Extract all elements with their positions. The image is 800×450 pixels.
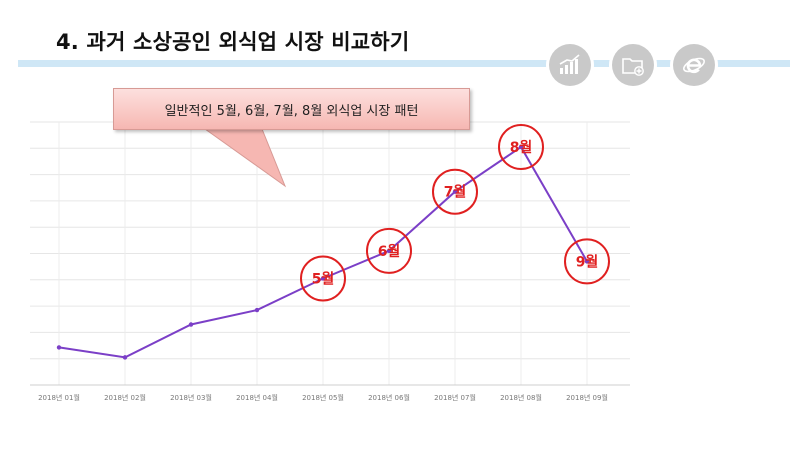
annotation-label: 5월 <box>312 270 335 287</box>
data-point <box>320 276 326 281</box>
month-annotations: 5월 6월 7월 8월 9월 <box>300 123 610 302</box>
data-point <box>452 189 458 194</box>
annotation-circle <box>432 168 478 215</box>
series-line <box>56 144 590 360</box>
x-tick-label: 2018년 08월 <box>500 393 542 402</box>
x-tick-label: 2018년 05월 <box>302 393 344 402</box>
bar-chart-icon[interactable] <box>549 44 591 86</box>
folder-add-icon-graphic <box>622 58 644 76</box>
internet-explorer-icon[interactable] <box>673 44 715 86</box>
bar-chart-icon-graphic <box>559 54 580 74</box>
callout-box: 일반적인 5월, 6월, 7월, 8월 외식업 시장 패턴 <box>113 88 470 130</box>
annotation-label: 6월 <box>378 243 401 260</box>
annotation-circle <box>300 255 346 302</box>
x-tick-label: 2018년 09월 <box>566 393 608 402</box>
internet-explorer-icon-graphic <box>683 57 705 74</box>
callout-text: 일반적인 5월, 6월, 7월, 8월 외식업 시장 패턴 <box>164 103 419 119</box>
x-tick-label: 2018년 01월 <box>38 393 80 402</box>
data-point <box>518 144 524 150</box>
data-point <box>254 307 260 313</box>
x-tick-label: 2018년 02월 <box>104 393 146 402</box>
x-tick-label: 2018년 06월 <box>368 393 410 402</box>
folder-add-icon[interactable] <box>612 44 654 86</box>
slide-title: 4. 과거 소상공인 외식업 시장 비교하기 <box>56 30 410 54</box>
x-tick-labels: 2018년 01월 2018년 02월 2018년 03월 2018년 04월 2018… <box>38 393 608 402</box>
annotation-label: 8월 <box>510 139 533 156</box>
data-point <box>584 259 590 264</box>
annotation-label: 9월 <box>576 253 599 270</box>
data-point <box>386 248 392 254</box>
data-point <box>122 355 128 360</box>
annotation-circle <box>564 238 610 285</box>
x-tick-label: 2018년 07월 <box>434 393 476 402</box>
annotation-circle <box>366 227 412 274</box>
data-point <box>56 345 62 350</box>
data-point <box>188 322 194 327</box>
annotation-label: 7월 <box>444 184 467 201</box>
title-underline <box>18 60 790 67</box>
chart-grid <box>30 121 630 386</box>
x-tick-label: 2018년 03월 <box>170 393 212 402</box>
annotation-circle <box>498 123 544 170</box>
x-tick-label: 2018년 04월 <box>236 393 278 402</box>
